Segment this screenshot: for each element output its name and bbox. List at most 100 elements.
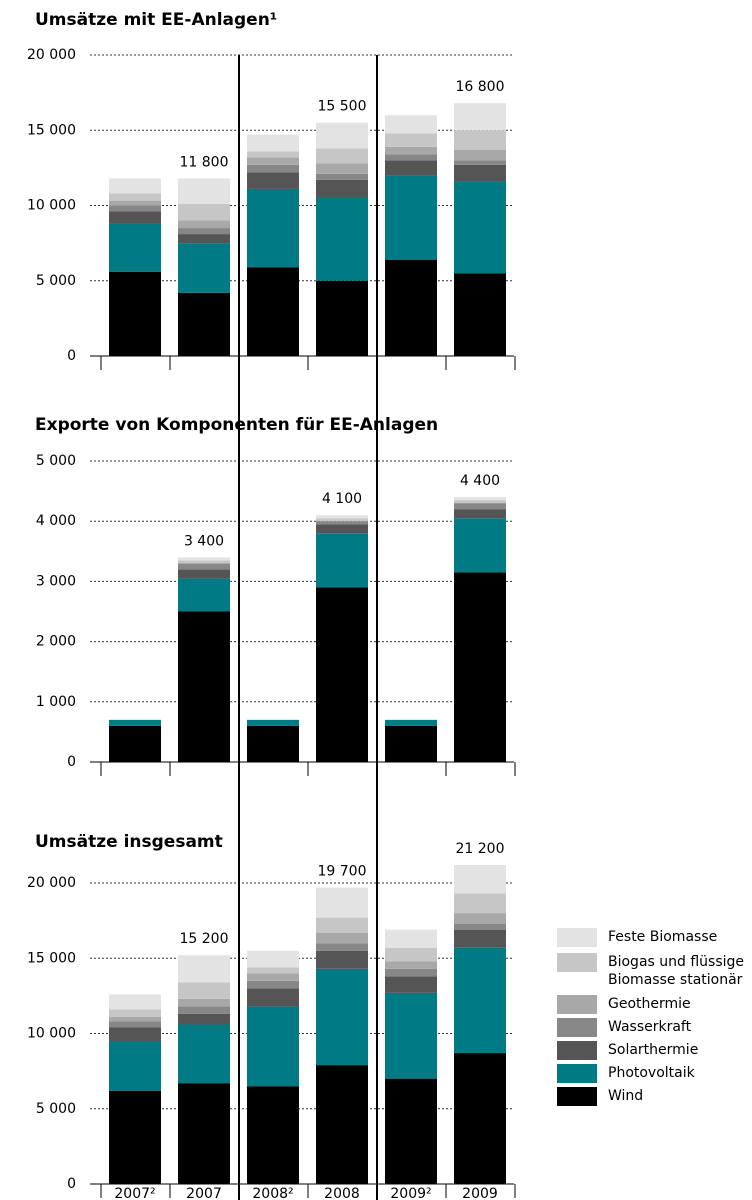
- x-tick-label: 2009²: [390, 1186, 431, 1200]
- bar-segment: [316, 943, 368, 951]
- bar-segment: [385, 992, 437, 1079]
- label-bg: [176, 930, 232, 949]
- legend-label: Solarthermie: [608, 1042, 699, 1058]
- bar-segment: [316, 1065, 368, 1184]
- bar-segment: [178, 243, 230, 293]
- bar-segment: [454, 923, 506, 930]
- bar-segment: [178, 569, 230, 579]
- legend-item: Geothermie: [557, 995, 752, 1014]
- bar-segment: [178, 557, 230, 561]
- bar-segment: [454, 893, 506, 914]
- total-label: 15 500: [318, 99, 367, 115]
- bar-segment: [178, 563, 230, 570]
- bar-segment: [178, 1024, 230, 1084]
- total-label: 19 700: [318, 864, 367, 880]
- bar-segment: [247, 164, 299, 173]
- chart-title: Umsätze insgesamt: [35, 832, 223, 852]
- bar-segment: [385, 115, 437, 134]
- legend-item: Biogas und flüssige Biomasse stationär: [557, 953, 752, 989]
- bar-segment: [454, 181, 506, 274]
- label-bg: [176, 532, 232, 551]
- bar-segment: [178, 1006, 230, 1014]
- bar-segment: [385, 961, 437, 969]
- bar-segment: [316, 887, 368, 918]
- bar-segment: [178, 228, 230, 235]
- bar-segment: [385, 160, 437, 176]
- legend-label: Feste Biomasse: [608, 929, 718, 945]
- y-tick-label: 5 000: [36, 453, 76, 469]
- legend-item: Photovoltaik: [557, 1064, 752, 1083]
- chart-title: Exporte von Komponenten für EE-Anlagen: [35, 415, 438, 435]
- bar-segment: [178, 203, 230, 221]
- bar-segment: [385, 976, 437, 993]
- total-label: 4 400: [460, 473, 500, 489]
- bar-segment: [109, 1009, 161, 1017]
- legend-item: Feste Biomasse: [557, 928, 752, 947]
- bar-segment: [454, 160, 506, 165]
- x-tick-label: 2007: [186, 1186, 222, 1200]
- x-tick-label: 2008²: [252, 1186, 293, 1200]
- label-bg: [176, 153, 232, 172]
- bar-segment: [316, 524, 368, 534]
- bar-segment: [454, 497, 506, 501]
- y-tick-label: 0: [67, 348, 76, 364]
- bar-segment: [454, 572, 506, 762]
- bar-segment: [109, 719, 161, 726]
- bar-segment: [247, 973, 299, 981]
- bar-segment: [316, 148, 368, 164]
- y-tick-label: 0: [67, 1176, 76, 1192]
- bar-segment: [178, 611, 230, 762]
- total-label: 11 800: [180, 154, 229, 170]
- bar-segment: [385, 133, 437, 147]
- bar-segment: [178, 578, 230, 612]
- legend-swatch: [557, 1064, 597, 1083]
- bar-segment: [316, 197, 368, 281]
- bar-segment: [178, 234, 230, 244]
- bar-segment: [385, 154, 437, 161]
- legend-item: Wind: [557, 1087, 752, 1106]
- bar-segment: [109, 200, 161, 206]
- y-tick-label: 1 000: [36, 694, 76, 710]
- bar-segment: [454, 518, 506, 573]
- bar-segment: [247, 988, 299, 1007]
- bar-segment: [454, 509, 506, 519]
- bar-segment: [316, 917, 368, 933]
- chart-title: Umsätze mit EE-Anlagen¹: [35, 10, 277, 30]
- bar-segment: [178, 955, 230, 983]
- bar-segment: [316, 932, 368, 944]
- legend-swatch: [557, 995, 597, 1014]
- bar-segment: [385, 175, 437, 260]
- legend-label: Wasserkraft: [608, 1019, 692, 1035]
- y-tick-label: 20 000: [27, 47, 76, 63]
- bar-segment: [247, 967, 299, 974]
- bar-segment: [247, 725, 299, 762]
- bar-segment: [454, 864, 506, 894]
- x-tick-label: 2008: [324, 1186, 360, 1200]
- bar-segment: [316, 533, 368, 588]
- bar-segment: [109, 1016, 161, 1022]
- total-label: 4 100: [322, 491, 362, 507]
- bar-segment: [109, 205, 161, 212]
- bar-segment: [316, 179, 368, 198]
- y-tick-label: 20 000: [27, 875, 76, 891]
- bar-segment: [178, 220, 230, 229]
- bar-segment: [109, 271, 161, 356]
- bar-segment: [316, 518, 368, 522]
- y-tick-label: 15 000: [27, 122, 76, 138]
- bar-segment: [109, 193, 161, 201]
- bar-segment: [109, 211, 161, 224]
- y-tick-label: 4 000: [36, 513, 76, 529]
- bar-segment: [109, 223, 161, 272]
- legend-swatch: [557, 1041, 597, 1060]
- bar-segment: [385, 929, 437, 948]
- bar-segment: [178, 998, 230, 1007]
- bar-segment: [247, 1006, 299, 1087]
- bar-segment: [109, 994, 161, 1010]
- bar-segment: [247, 157, 299, 165]
- legend-label: Photovoltaik: [608, 1065, 695, 1081]
- bar-segment: [385, 719, 437, 726]
- bar-segment: [178, 560, 230, 564]
- bar-segment: [316, 968, 368, 1066]
